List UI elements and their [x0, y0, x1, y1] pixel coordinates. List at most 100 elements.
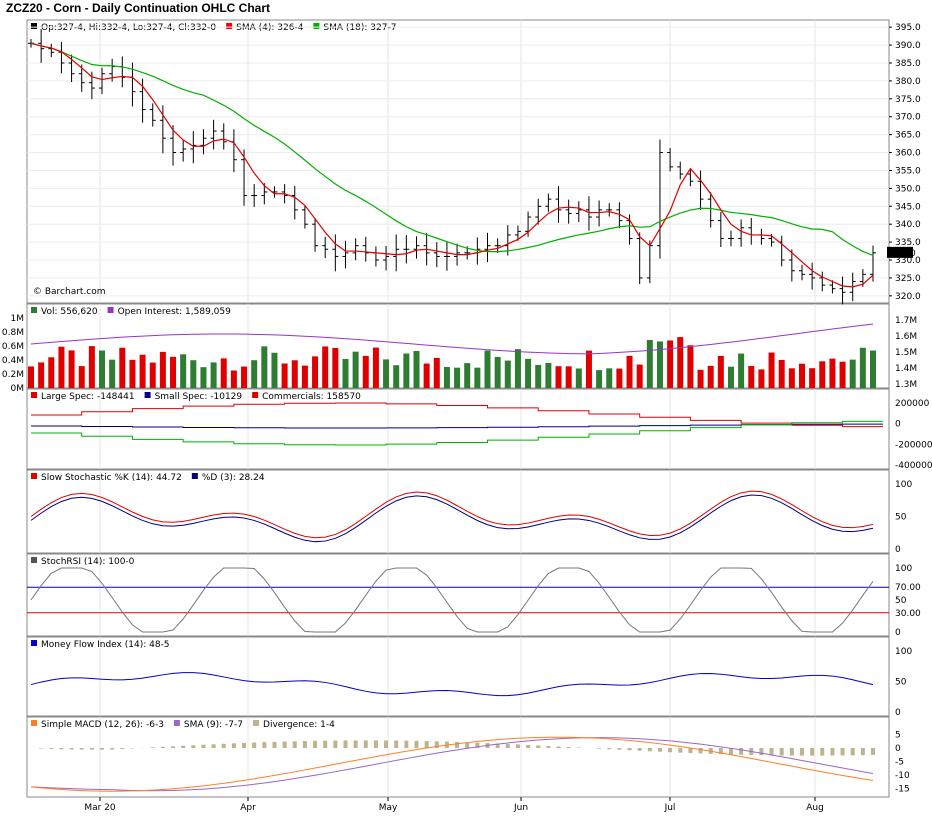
y-tick-label: 100 [895, 480, 912, 490]
y-tick-label: 1.5M [895, 348, 917, 358]
divergence-bar [69, 748, 74, 750]
panel-frame [26, 469, 890, 554]
divergence-bar [668, 748, 673, 753]
divergence-bar [688, 748, 693, 754]
legend-label: Simple MACD (12, 26): -6-3 [41, 720, 164, 730]
divergence-bar [343, 740, 348, 748]
sma4-line [30, 42, 874, 288]
divergence-bar [860, 748, 865, 756]
volume-bar [383, 359, 390, 388]
panel-frame [26, 19, 890, 304]
y-tick-label: 0.4M [2, 356, 24, 366]
divergence-bar [799, 748, 804, 756]
divergence-bar [404, 740, 409, 748]
volume-bar [352, 351, 359, 388]
large-spec-line [31, 402, 884, 428]
stoch-d-line [30, 494, 874, 543]
chart-title: ZCZ20 - Corn - Daily Continuation OHLC C… [6, 1, 270, 15]
volume-bar [504, 360, 511, 388]
divergence-bar [637, 748, 642, 751]
legend-swatch [226, 23, 233, 29]
volume-bar [170, 356, 177, 388]
divergence-bar [373, 740, 378, 748]
y-tick-label: -15 [895, 785, 910, 795]
volume-bar [271, 352, 278, 388]
divergence-bar [323, 740, 328, 748]
divergence-bar [465, 742, 470, 748]
volume-bar [849, 359, 856, 388]
y-tick-label: 1M [11, 314, 25, 324]
open-interest-line [30, 323, 874, 355]
divergence-bar [353, 740, 358, 748]
volume-bar [727, 366, 734, 388]
divergence-bar [160, 746, 165, 748]
divergence-bar [424, 741, 429, 748]
volume-bar [514, 349, 521, 388]
ohlc-bars [28, 29, 876, 305]
volume-bar [58, 346, 65, 388]
divergence-bar [191, 745, 196, 748]
y-tick-label: 100 [895, 647, 912, 657]
legend-swatch [107, 307, 114, 313]
volume-bar [778, 359, 785, 388]
volume-bar [362, 355, 369, 388]
macd-line [30, 736, 874, 792]
volume-bar [829, 358, 836, 388]
volume-bar [545, 362, 552, 388]
legend-label: Commercials: 158570 [262, 392, 361, 402]
y-tick-label: 50 [895, 678, 907, 688]
y-tick-label: 200000 [895, 399, 930, 409]
commercials-line [31, 420, 884, 446]
divergence-bar [201, 744, 206, 748]
divergence-bar [728, 748, 733, 755]
last-price-box [887, 246, 913, 258]
divergence-bar [181, 745, 186, 748]
volume-bar [464, 363, 471, 388]
divergence-bar [556, 746, 561, 748]
y-tick-label: 100 [895, 564, 912, 574]
volume-bar [68, 350, 75, 388]
legend-swatch [31, 473, 37, 479]
legend-swatch [31, 307, 37, 313]
divergence-bar [434, 741, 439, 748]
volume-bar [788, 368, 795, 388]
y-tick-label: 50 [895, 596, 907, 606]
divergence-bar [759, 748, 764, 756]
x-tick-label: Aug [806, 803, 824, 813]
volume-bar [312, 356, 319, 388]
legend-swatch [31, 23, 37, 29]
divergence-bar [455, 741, 460, 748]
divergence-bar [79, 748, 84, 750]
divergence-bar [100, 748, 105, 750]
volume-bar [342, 358, 349, 388]
volume-bar [433, 357, 440, 388]
volume-bar [565, 366, 572, 388]
volume-bar [200, 367, 207, 388]
divergence-bar [810, 748, 815, 756]
y-tick-label: 360.0 [895, 149, 921, 159]
volume-bar [454, 367, 461, 388]
legend-label: StochRSI (14): 100-0 [41, 557, 135, 567]
y-tick-label: 395.0 [895, 23, 921, 33]
x-tick-label: Jul [664, 803, 676, 813]
y-tick-label: 70.00 [895, 583, 921, 593]
y-tick-label: 345.0 [895, 202, 921, 212]
divergence-bar [597, 748, 602, 749]
volume-bar [119, 347, 126, 388]
volume-bar [798, 363, 805, 388]
divergence-bar [414, 740, 419, 748]
divergence-bar [820, 748, 825, 756]
divergence-bar [871, 748, 875, 755]
volume-bar [768, 352, 775, 388]
volume-bar [474, 367, 481, 388]
volume-bar [139, 354, 146, 388]
divergence-bar [617, 748, 622, 750]
y-tick-label: 330.0 [895, 256, 921, 266]
divergence-bar [282, 741, 287, 748]
volume-bar [180, 354, 187, 388]
legend-label: Op:327-4, Hi:332-4, Lo:327-4, Cl:332-0 [41, 23, 216, 33]
y-tick-label: 5 [895, 731, 901, 741]
divergence-bar [242, 742, 247, 748]
volume-bar [423, 363, 430, 388]
